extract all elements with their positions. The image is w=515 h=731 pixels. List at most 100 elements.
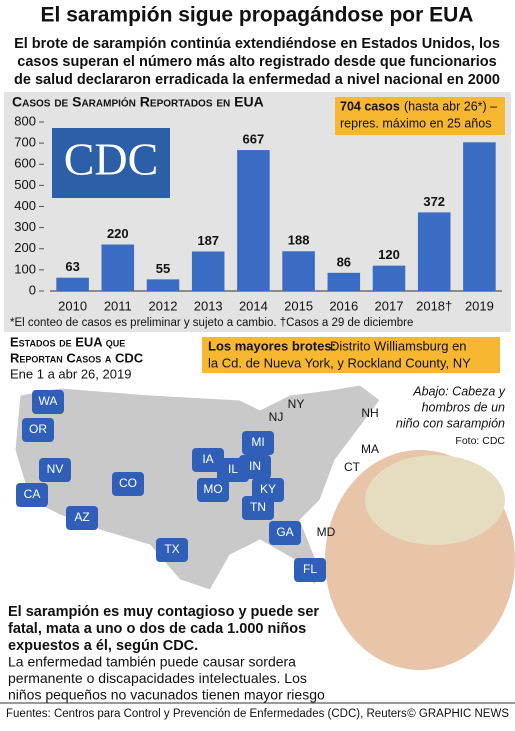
state-shape (239, 455, 271, 479)
callout: Distrito Williamsburg en (330, 338, 467, 353)
x-tick-label: 2016 (329, 298, 358, 313)
y-tick-label: 200 (14, 240, 36, 255)
data-label: 63 (65, 259, 79, 274)
subtitle: casos superan el número más alto registr… (17, 54, 496, 70)
bar (146, 279, 180, 291)
state-label: AZ (74, 510, 89, 524)
y-tick-label: 400 (14, 198, 36, 213)
annotation: (hasta abr 26*) – (404, 99, 497, 113)
subtitle: de salud declararon erradicada la enferm… (14, 72, 500, 88)
state-label: OR (29, 422, 47, 436)
y-tick-label: 0 (29, 282, 36, 297)
annotation: repres. máximo en 25 años (340, 116, 491, 130)
state-label: NY (288, 397, 305, 411)
state-shape (32, 390, 64, 414)
body-bold: El sarampión es muy contagioso y puede s… (8, 604, 319, 620)
map-title: Reportan Casos a CDC (10, 350, 144, 365)
annotation: 704 casos (340, 99, 400, 113)
bar (56, 277, 89, 291)
bar (372, 265, 406, 291)
body-bold: fatal, mata a uno o dos de cada 1.000 ni… (8, 621, 306, 637)
title: El sarampión sigue propagándose por EUA (41, 4, 474, 27)
y-tick-label: 700 (14, 135, 36, 150)
x-tick-label: 2010 (58, 298, 87, 313)
state-label: TN (250, 500, 266, 514)
photo-caption: niño con sarampión (396, 416, 505, 430)
y-tick-label: 300 (14, 219, 36, 234)
state-label: TX (164, 542, 179, 556)
y-tick-label: 500 (14, 177, 36, 192)
chart-title: Casos de Sarampión Reportados en EUA (12, 94, 264, 110)
state-shape (197, 478, 229, 502)
logo: CDC (64, 134, 159, 185)
body-bold: expuestos a él, según CDC. (8, 638, 198, 654)
data-label: 220 (107, 226, 129, 241)
state-label: IA (202, 452, 213, 466)
state-shape (16, 483, 48, 507)
state-label: CA (24, 487, 41, 501)
state-label: GA (276, 525, 293, 539)
x-tick-label: 2015 (284, 298, 313, 313)
state-shape (242, 496, 274, 520)
annotation-box (335, 97, 505, 135)
body-text: niños pequeños no vacunados tienen mayor… (8, 687, 325, 703)
photo-hair (365, 455, 505, 545)
bar (463, 142, 496, 291)
state-label: WA (39, 394, 58, 408)
data-label: 187 (197, 233, 219, 248)
x-tick-label: 2017 (375, 298, 404, 313)
state-shape (294, 558, 326, 582)
bar (101, 244, 135, 291)
body-text: La enfermedad también puede causar sorde… (8, 654, 296, 670)
map-date: Ene 1 a abr 26, 2019 (10, 366, 131, 381)
state-label: KY (260, 482, 276, 496)
state-label: NV (47, 462, 64, 476)
callout: la Cd. de Nueva York, y Rockland County,… (208, 355, 471, 370)
data-label: 55 (156, 261, 170, 276)
state-shape (39, 458, 71, 482)
bar (191, 251, 225, 291)
y-tick-label: 600 (14, 156, 36, 171)
logo-box (52, 128, 170, 198)
x-tick-label: 2011 (104, 298, 132, 313)
bar (282, 251, 315, 291)
state-shape (269, 521, 301, 545)
state-label: CT (344, 460, 361, 474)
state-label: NJ (269, 410, 284, 424)
state-label: MO (203, 482, 222, 496)
bar (327, 272, 361, 291)
state-label: MA (361, 442, 379, 456)
state-shape (66, 506, 98, 530)
data-label: 120 (378, 247, 400, 262)
callout-box (202, 337, 500, 373)
x-tick-label: 2012 (149, 298, 178, 313)
state-label: FL (303, 562, 317, 576)
x-tick-label: 2019 (465, 298, 494, 313)
photo-caption: hombros de un (422, 400, 505, 414)
source: Fuentes: Centros para Control y Prevenci… (6, 708, 407, 720)
credit: © GRAPHIC NEWS (407, 708, 509, 720)
state-label: IN (249, 459, 261, 473)
state-shape (22, 418, 54, 442)
data-label: 667 (243, 132, 265, 147)
data-label: 188 (288, 233, 310, 248)
state-shape (156, 538, 188, 562)
callout-title: Los mayores brotes: (208, 338, 336, 353)
x-tick-label: 2018† (416, 298, 452, 313)
state-label: NH (361, 406, 378, 420)
subtitle: El brote de sarampión continúa extendién… (14, 36, 500, 52)
footnote: *El conteo de casos es preliminar y suje… (10, 317, 413, 329)
y-tick-label: 800 (14, 113, 36, 128)
x-tick-label: 2013 (194, 298, 223, 313)
state-shape (112, 472, 144, 496)
photo-caption: Abajo: Cabeza y (412, 384, 505, 398)
y-tick-label: 100 (14, 261, 36, 276)
photo-credit: Foto: CDC (455, 435, 505, 447)
data-label: 372 (423, 194, 445, 209)
state-label: MI (251, 435, 264, 449)
state-label: CO (119, 476, 137, 490)
x-tick-label: 2014 (239, 298, 268, 313)
state-label: MD (317, 525, 336, 539)
